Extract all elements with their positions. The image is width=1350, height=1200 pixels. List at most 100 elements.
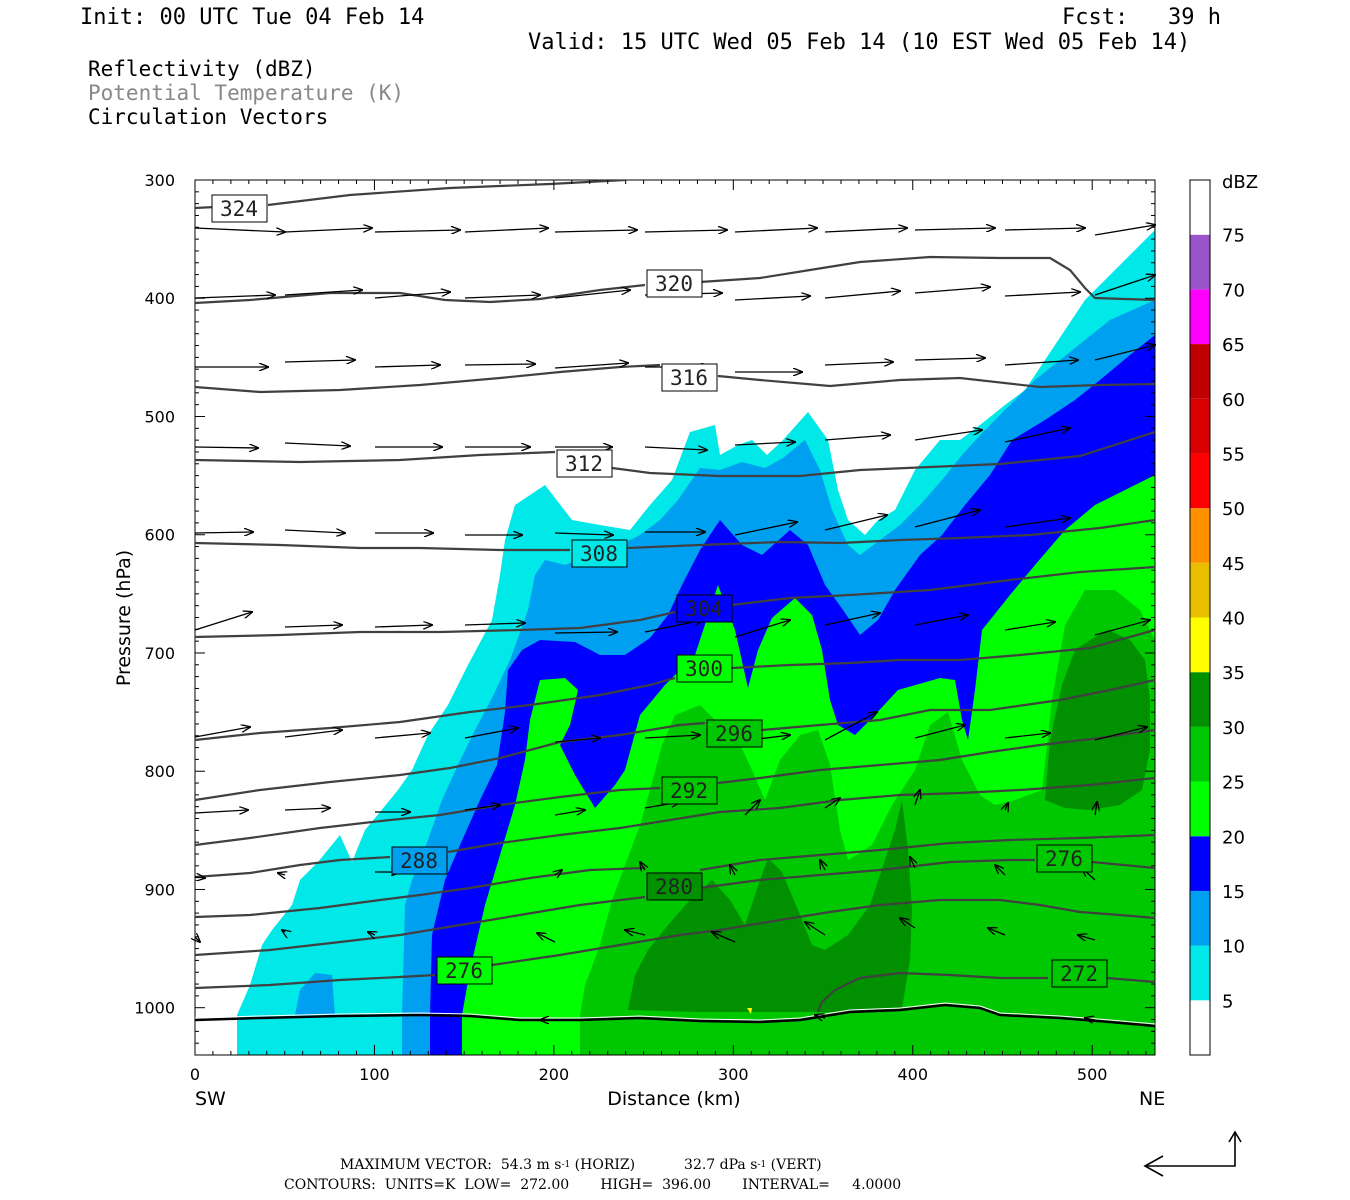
theta-label-272: 272 — [1051, 959, 1108, 988]
contour-labels: 324 320 316 312 308 304 300 296 292 288 … — [211, 194, 1108, 988]
colorbar-swatch — [1190, 672, 1210, 727]
colorbar-swatch — [1190, 836, 1210, 891]
valid-time: Valid: 15 UTC Wed 05 Feb 14 (10 EST Wed … — [528, 30, 1191, 55]
x-tick-label: 100 — [359, 1065, 390, 1084]
legend-circulation-vectors: Circulation Vectors — [88, 105, 329, 129]
theta-label-312: 312 — [556, 449, 613, 478]
theta-label-text: 320 — [655, 272, 693, 296]
theta-label-text: 316 — [670, 366, 708, 390]
colorbar-level-label: 20 — [1222, 827, 1245, 848]
colorbar-level-label: 50 — [1222, 499, 1245, 520]
terrain-line — [194, 1003, 1156, 1028]
colorbar-swatch — [1190, 180, 1210, 235]
theta-label-text: 304 — [685, 597, 723, 621]
colorbar-level-label: 45 — [1222, 554, 1245, 575]
x-tick-label: 400 — [897, 1065, 928, 1084]
colorbar-swatch — [1190, 945, 1210, 1001]
theta-label-280: 280 — [646, 872, 703, 901]
x-axis-right-label: NE — [1139, 1088, 1165, 1110]
theta-contour — [195, 363, 1155, 394]
theta-label-288: 288 — [391, 846, 448, 875]
colorbar-swatch — [1190, 726, 1210, 782]
theta-label-300: 300 — [676, 654, 733, 683]
theta-label-320: 320 — [646, 269, 703, 298]
theta-contour — [195, 430, 1155, 478]
colorbar-swatch — [1190, 289, 1210, 345]
theta-label-292: 292 — [661, 776, 718, 805]
theta-contour — [195, 565, 1155, 639]
colorbar-level-label: 30 — [1222, 718, 1245, 739]
theta-contour — [195, 858, 1155, 957]
theta-label-text: 280 — [655, 875, 693, 899]
colorbar-level-label: 25 — [1222, 773, 1245, 794]
theta-contour — [195, 728, 1155, 847]
theta-label-text: 288 — [400, 849, 438, 873]
max-vector-label: MAXIMUM VECTOR: — [340, 1157, 492, 1173]
theta-label-text: 300 — [685, 657, 723, 681]
x-axis-label: Distance (km) — [607, 1088, 740, 1110]
vert-max-value: 32.7 dPa s — [684, 1157, 758, 1173]
theta-contour — [195, 678, 1155, 802]
y-tick-label: 500 — [144, 407, 175, 426]
forecast-hour: Fcst: 39 h — [1062, 5, 1221, 30]
horiz-unit: (HORIZ) — [574, 1157, 636, 1173]
init-time: Init: 00 UTC Tue 04 Feb 14 — [80, 5, 425, 30]
theta-label-296: 296 — [706, 719, 763, 748]
reflectivity-fill — [195, 180, 1155, 1055]
theta-contour — [195, 628, 1155, 742]
vert-unit: (VERT) — [770, 1157, 822, 1173]
colorbar-level-label: 70 — [1222, 280, 1245, 301]
theta-label-text: 272 — [1060, 962, 1098, 986]
x-tick-label: 0 — [190, 1065, 200, 1084]
x-tick-label: 500 — [1077, 1065, 1108, 1084]
legend-reflectivity: Reflectivity (dBZ) — [88, 57, 316, 81]
y-axis: 300 400 500 600 700 800 900 1000 — [134, 171, 1155, 1056]
colorbar-level-label: 65 — [1222, 335, 1245, 356]
colorbar-level-label: 10 — [1222, 937, 1245, 958]
x-axis: 0 100 200 300 400 500 — [190, 180, 1147, 1084]
x-axis-left-label: SW — [195, 1088, 226, 1110]
y-tick-label: 600 — [144, 526, 175, 545]
colorbar-swatch — [1190, 508, 1210, 563]
colorbar-level-label: 60 — [1222, 390, 1245, 411]
horiz-max-value: 54.3 m s — [500, 1157, 562, 1173]
legend-potential-temperature: Potential Temperature (K) — [88, 81, 405, 105]
colorbar-level-label: 5 — [1222, 991, 1233, 1012]
theta-label-324: 324 — [211, 194, 268, 223]
refl-25dbz-region-b — [995, 930, 1155, 1055]
colorbar-level-label: 55 — [1222, 444, 1245, 465]
y-tick-label: 400 — [144, 289, 175, 308]
max-vector-note: MAXIMUM VECTOR: 54.3 m s-1 (HORIZ) 32.7 … — [340, 1157, 822, 1173]
theta-label-text: 276 — [1045, 847, 1083, 871]
theta-contour — [195, 776, 1155, 879]
theta-label-text: 324 — [220, 197, 258, 221]
theta-label-276a: 276 — [436, 956, 493, 985]
theta-label-276b: 276 — [1036, 844, 1093, 873]
theta-contour — [195, 833, 1155, 919]
theta-label-text: 296 — [715, 722, 753, 746]
x-tick-label: 200 — [539, 1065, 570, 1084]
colorbar-level-label: 35 — [1222, 663, 1245, 684]
colorbar-swatch — [1190, 890, 1210, 946]
colorbar-swatch — [1190, 562, 1210, 618]
colorbar-level-label: 15 — [1222, 882, 1245, 903]
colorbar: 5 10 15 20 25 30 35 40 45 50 55 60 65 70 75 — [1189, 179, 1245, 1056]
circulation-vectors — [195, 225, 1155, 1020]
colorbar-swatch — [1190, 617, 1210, 673]
y-tick-label: 900 — [144, 880, 175, 899]
colorbar-swatch — [1190, 398, 1210, 454]
horiz-exponent: -1 — [561, 1160, 571, 1170]
colorbar-level-label: 75 — [1222, 226, 1245, 247]
theta-label-text: 292 — [670, 779, 708, 803]
refl-35dbz-dot — [747, 1008, 752, 1014]
theta-contour — [195, 518, 1155, 552]
refl-30dbz-region-b — [1045, 630, 1150, 810]
colorbar-swatch — [1190, 1000, 1210, 1055]
theta-label-304: 304 — [676, 594, 733, 623]
theta-contour — [195, 255, 1155, 305]
colorbar-swatch — [1190, 453, 1210, 509]
colorbar-level-label: 40 — [1222, 609, 1245, 630]
theta-label-316: 316 — [661, 363, 718, 392]
y-axis-label: Pressure (hPa) — [113, 550, 135, 686]
